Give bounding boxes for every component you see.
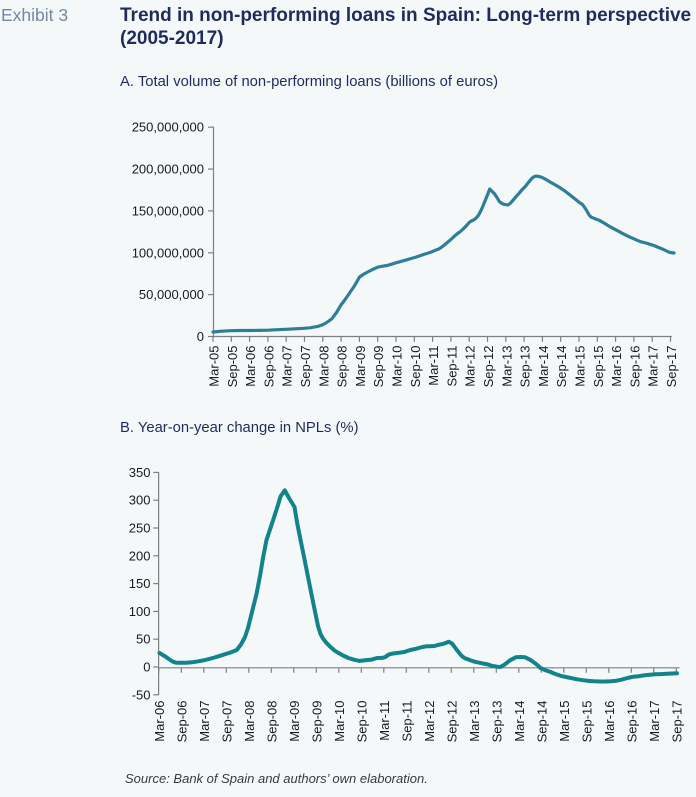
- svg-text:Mar-15: Mar-15: [573, 346, 588, 387]
- svg-text:Mar-14: Mar-14: [536, 346, 551, 387]
- svg-text:Sep-06: Sep-06: [175, 701, 190, 743]
- svg-text:Sep-17: Sep-17: [670, 701, 685, 743]
- svg-text:Mar-11: Mar-11: [426, 346, 441, 386]
- svg-text:Mar-08: Mar-08: [316, 346, 331, 387]
- svg-text:0: 0: [143, 660, 150, 675]
- svg-text:Sep-10: Sep-10: [355, 701, 370, 743]
- svg-text:-50: -50: [132, 687, 151, 702]
- svg-text:200: 200: [129, 548, 151, 563]
- svg-text:Mar-15: Mar-15: [557, 701, 572, 742]
- svg-text:Mar-16: Mar-16: [602, 701, 617, 742]
- svg-text:50,000,000: 50,000,000: [139, 287, 204, 302]
- svg-text:100,000,000: 100,000,000: [132, 245, 204, 260]
- svg-text:Sep-15: Sep-15: [591, 346, 606, 388]
- svg-text:50: 50: [136, 632, 150, 647]
- svg-text:Mar-09: Mar-09: [353, 346, 368, 387]
- svg-text:Sep-09: Sep-09: [371, 346, 386, 388]
- svg-text:250: 250: [129, 521, 151, 536]
- svg-text:Mar-10: Mar-10: [390, 346, 405, 387]
- svg-text:100: 100: [129, 604, 151, 619]
- svg-text:200,000,000: 200,000,000: [132, 162, 204, 177]
- svg-text:Mar-07: Mar-07: [197, 701, 212, 742]
- svg-text:Sep-10: Sep-10: [408, 346, 423, 388]
- svg-text:Mar-07: Mar-07: [280, 346, 295, 387]
- svg-text:Sep-12: Sep-12: [445, 701, 460, 743]
- svg-text:Mar-08: Mar-08: [242, 701, 257, 742]
- svg-text:Sep-08: Sep-08: [335, 346, 350, 388]
- svg-text:Mar-10: Mar-10: [332, 701, 347, 742]
- svg-text:Mar-06: Mar-06: [152, 701, 167, 742]
- svg-text:Sep-09: Sep-09: [310, 701, 325, 743]
- svg-text:250,000,000: 250,000,000: [132, 120, 204, 135]
- svg-text:Mar-17: Mar-17: [646, 346, 661, 387]
- svg-text:Sep-16: Sep-16: [625, 701, 640, 743]
- svg-text:Sep-13: Sep-13: [490, 701, 505, 743]
- svg-text:Sep-17: Sep-17: [664, 346, 679, 388]
- svg-text:Sep-15: Sep-15: [580, 701, 595, 743]
- svg-text:Sep-05: Sep-05: [225, 346, 240, 388]
- svg-text:Sep-07: Sep-07: [298, 346, 313, 388]
- svg-text:350: 350: [129, 465, 151, 480]
- svg-text:Mar-06: Mar-06: [243, 346, 258, 387]
- svg-text:Mar-16: Mar-16: [609, 346, 624, 387]
- svg-text:150,000,000: 150,000,000: [132, 203, 204, 218]
- svg-text:Mar-05: Mar-05: [207, 346, 222, 387]
- svg-text:Sep-14: Sep-14: [554, 346, 569, 388]
- svg-text:Mar-09: Mar-09: [287, 701, 302, 742]
- svg-text:Mar-13: Mar-13: [467, 701, 482, 742]
- svg-text:Sep-11: Sep-11: [400, 701, 415, 742]
- svg-text:300: 300: [129, 493, 151, 508]
- svg-text:Sep-13: Sep-13: [518, 346, 533, 388]
- svg-text:Sep-08: Sep-08: [265, 701, 280, 743]
- svg-text:Mar-11: Mar-11: [377, 701, 392, 741]
- svg-text:Mar-17: Mar-17: [647, 701, 662, 742]
- svg-text:Mar-12: Mar-12: [422, 701, 437, 742]
- svg-text:Sep-07: Sep-07: [220, 701, 235, 743]
- svg-text:150: 150: [129, 576, 151, 591]
- svg-text:Sep-14: Sep-14: [535, 701, 550, 743]
- svg-text:Sep-12: Sep-12: [481, 346, 496, 388]
- svg-text:Mar-13: Mar-13: [499, 346, 514, 387]
- svg-text:Mar-12: Mar-12: [463, 346, 478, 387]
- svg-text:0: 0: [197, 329, 204, 344]
- svg-text:Sep-06: Sep-06: [261, 346, 276, 388]
- svg-text:Mar-14: Mar-14: [512, 701, 527, 742]
- svg-text:Sep-16: Sep-16: [627, 346, 642, 388]
- svg-text:Sep-11: Sep-11: [444, 346, 459, 387]
